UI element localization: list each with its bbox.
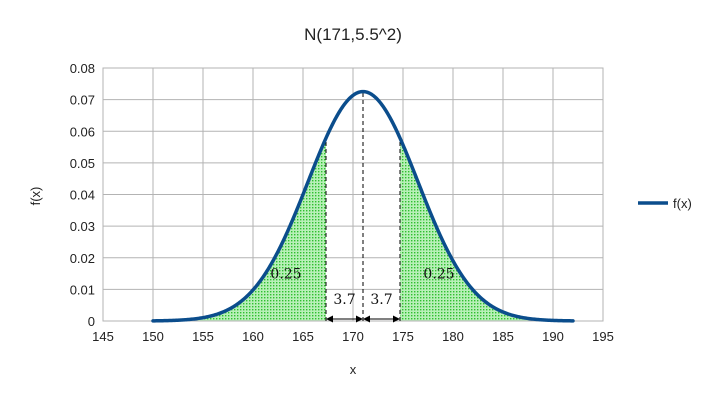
x-tick-label-3: 160 — [242, 329, 264, 344]
y-tick-label-4: 0.04 — [70, 188, 95, 203]
interval-arrowhead-right-1 — [393, 315, 400, 323]
y-tick-label-7: 0.07 — [70, 93, 95, 108]
interval-label-1: 3.7 — [370, 292, 392, 308]
plot-frame — [102, 67, 604, 322]
interval-label-0: 3.7 — [333, 292, 355, 308]
legend: f(x) — [638, 196, 692, 211]
x-tick-label-8: 185 — [492, 329, 514, 344]
x-tick-label-7: 180 — [442, 329, 464, 344]
region-label-0: 0.25 — [270, 266, 301, 282]
x-tick-label-9: 190 — [542, 329, 564, 344]
x-tick-label-6: 175 — [392, 329, 414, 344]
y-tick-label-3: 0.03 — [70, 219, 95, 234]
x-tick-label-0: 145 — [92, 329, 114, 344]
y-tick-label-0: 0 — [88, 314, 95, 329]
interval-arrowhead-left-0 — [326, 315, 333, 323]
shaded-region-1 — [400, 138, 573, 321]
y-tick-label-6: 0.06 — [70, 124, 95, 139]
y-axis-label: f(x) — [28, 187, 43, 206]
legend-label: f(x) — [673, 196, 692, 211]
interval-arrowhead-right-0 — [356, 315, 363, 323]
x-tick-label-5: 170 — [342, 329, 364, 344]
x-tick-label-4: 165 — [292, 329, 314, 344]
y-tick-label-8: 0.08 — [70, 61, 95, 76]
chart-title: N(171,5.5^2) — [304, 25, 402, 44]
y-tick-label-1: 0.01 — [70, 282, 95, 297]
interval-arrowhead-left-1 — [363, 315, 370, 323]
shaded-region-0 — [153, 138, 326, 321]
x-axis-label: x — [350, 362, 357, 377]
y-tick-label-2: 0.02 — [70, 251, 95, 266]
x-tick-label-10: 195 — [592, 329, 614, 344]
region-label-1: 0.25 — [423, 266, 454, 282]
series-line — [151, 89, 575, 323]
plot-area: 3.7 3.7 0.25 0.25 145 150 155 160 165 170 175 180 18… — [70, 61, 614, 344]
y-tick-label-5: 0.05 — [70, 156, 95, 171]
x-tick-label-1: 150 — [142, 329, 164, 344]
x-tick-label-2: 155 — [192, 329, 214, 344]
